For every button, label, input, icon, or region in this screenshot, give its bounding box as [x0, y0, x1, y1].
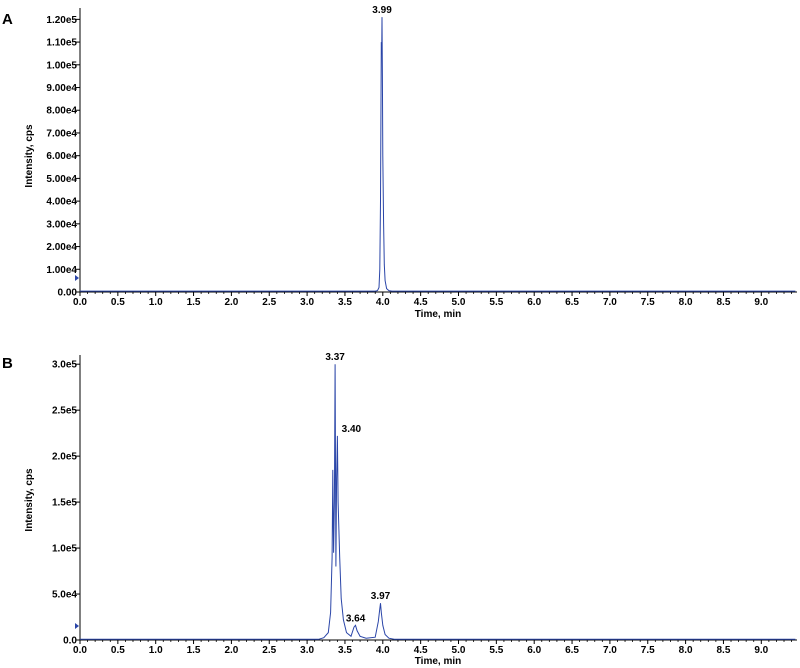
x-tick-label-a: 8.0 — [679, 297, 693, 308]
x-tick-label-a: 1.5 — [187, 297, 201, 308]
peak-label-b: 3.37 — [325, 352, 345, 363]
y-tick-label-a: 4.00e4 — [46, 197, 77, 208]
x-axis-title-a: Time, min — [415, 309, 462, 320]
x-tick-label-b: 4.5 — [414, 645, 428, 656]
peak-label-a: 3.99 — [372, 5, 392, 16]
panel-a: A Intensity, cps Time, min 0.0 0.5 1.0 1.5 2… — [2, 5, 797, 320]
x-tick-label-b: 3.0 — [300, 645, 314, 656]
y-tick-label-b: 1.5e5 — [52, 498, 77, 509]
y-tick-label-b: 2.0e5 — [52, 452, 77, 463]
panel-letter-a: A — [2, 11, 13, 28]
y-axis-marker-a — [75, 275, 79, 281]
y-tick-label-a: 7.00e4 — [46, 128, 77, 139]
y-tick-label-a: 6.00e4 — [46, 151, 77, 162]
x-tick-label-b: 3.5 — [338, 645, 352, 656]
x-tick-label-b: 2.0 — [224, 645, 238, 656]
x-tick-label-b: 1.0 — [149, 645, 163, 656]
x-tick-label-a: 9.0 — [754, 297, 768, 308]
y-tick-label-a: 2.00e4 — [46, 242, 77, 253]
x-tick-label-b: 1.5 — [187, 645, 201, 656]
y-tick-label-a: 3.00e4 — [46, 219, 77, 230]
x-tick-label-a: 0.0 — [73, 297, 87, 308]
y-tick-label-b: 3.0e5 — [52, 360, 77, 371]
y-tick-label-b: 5.0e4 — [52, 590, 77, 601]
x-tick-label-a: 2.0 — [224, 297, 238, 308]
chromatogram-trace-a — [80, 17, 796, 292]
x-tick-label-b: 4.0 — [376, 645, 390, 656]
x-tick-label-b: 5.5 — [489, 645, 503, 656]
y-tick-label-a: 1.20e5 — [46, 15, 77, 26]
y-tick-label-b: 2.5e5 — [52, 406, 77, 417]
x-tick-label-b: 8.5 — [716, 645, 730, 656]
x-tick-label-a: 7.0 — [603, 297, 617, 308]
x-tick-label-b: 6.0 — [527, 645, 541, 656]
x-tick-label-b: 0.5 — [111, 645, 125, 656]
y-tick-label-b: 0.0 — [63, 636, 77, 647]
chromatogram-trace-b — [80, 364, 796, 640]
x-tick-label-a: 6.5 — [565, 297, 579, 308]
y-tick-label-a: 9.00e4 — [46, 83, 77, 94]
peak-label-b: 3.40 — [342, 424, 362, 435]
panel-letter-b: B — [2, 355, 13, 372]
x-tick-label-a: 5.0 — [452, 297, 466, 308]
y-tick-label-a: 1.00e5 — [46, 60, 77, 71]
y-tick-label-a: 0.00 — [58, 288, 78, 299]
x-tick-label-a: 3.0 — [300, 297, 314, 308]
peak-label-b: 3.97 — [371, 591, 391, 602]
y-tick-label-a: 1.00e4 — [46, 265, 77, 276]
x-tick-label-a: 8.5 — [716, 297, 730, 308]
y-tick-label-a: 1.10e5 — [46, 38, 77, 49]
x-tick-label-b: 7.5 — [641, 645, 655, 656]
panel-b: B Intensity, cps Time, min 0.0 0.5 1.0 1.5 2… — [2, 352, 797, 667]
x-tick-label-a: 3.5 — [338, 297, 352, 308]
y-tick-label-a: 8.00e4 — [46, 106, 77, 117]
x-tick-label-b: 8.0 — [679, 645, 693, 656]
x-tick-label-b: 2.5 — [262, 645, 276, 656]
x-tick-label-b: 7.0 — [603, 645, 617, 656]
y-axis-title-b: Intensity, cps — [24, 468, 35, 532]
y-axis-marker-b — [75, 623, 79, 629]
x-axis-title-b: Time, min — [415, 656, 462, 667]
x-tick-label-a: 0.5 — [111, 297, 125, 308]
x-tick-label-b: 5.0 — [452, 645, 466, 656]
x-tick-label-b: 6.5 — [565, 645, 579, 656]
x-tick-label-a: 7.5 — [641, 297, 655, 308]
x-tick-label-a: 4.5 — [414, 297, 428, 308]
x-tick-label-a: 4.0 — [376, 297, 390, 308]
y-axis-title-a: Intensity, cps — [24, 124, 35, 188]
x-tick-label-a: 2.5 — [262, 297, 276, 308]
y-tick-label-a: 5.00e4 — [46, 174, 77, 185]
x-tick-label-a: 6.0 — [527, 297, 541, 308]
y-tick-label-b: 1.0e5 — [52, 544, 77, 555]
x-tick-label-a: 1.0 — [149, 297, 163, 308]
peak-label-b: 3.64 — [346, 613, 366, 624]
x-tick-label-a: 5.5 — [489, 297, 503, 308]
x-tick-label-b: 0.0 — [73, 645, 87, 656]
x-tick-label-b: 9.0 — [754, 645, 768, 656]
